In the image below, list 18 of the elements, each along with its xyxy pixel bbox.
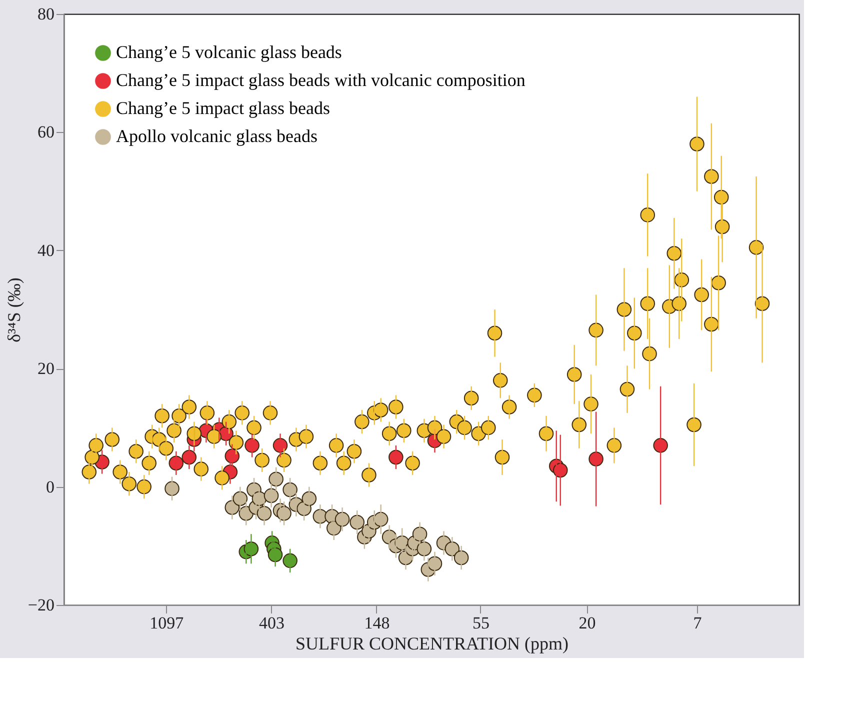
y-tick-label: 20 [38,359,54,378]
legend-label: Chang’e 5 volcanic glass beads [116,42,342,62]
x-tick-label: 148 [364,614,390,632]
y-tick-label: 0 [46,477,54,496]
legend-label: Chang’e 5 impact glass beads with volcanic composition [116,70,526,90]
x-tick-label: 7 [693,614,702,632]
y-tick-label: 40 [38,240,54,260]
y-axis-title: δ³⁴S (‰) [4,278,24,342]
x-tick-label: 403 [259,614,285,632]
x-tick-label: 1097 [150,614,184,632]
x-axis-title: SULFUR CONCENTRATION (ppm) [295,634,569,654]
x-tick-label: 20 [578,614,596,632]
y-tick-label: −20 [28,596,54,614]
x-tick-label: 55 [472,614,490,632]
legend-label: Apollo volcanic glass beads [116,126,318,146]
legend-label: Chang’e 5 impact glass beads [116,98,330,118]
y-tick-label: 80 [38,4,54,24]
y-tick-label: 60 [38,122,54,142]
